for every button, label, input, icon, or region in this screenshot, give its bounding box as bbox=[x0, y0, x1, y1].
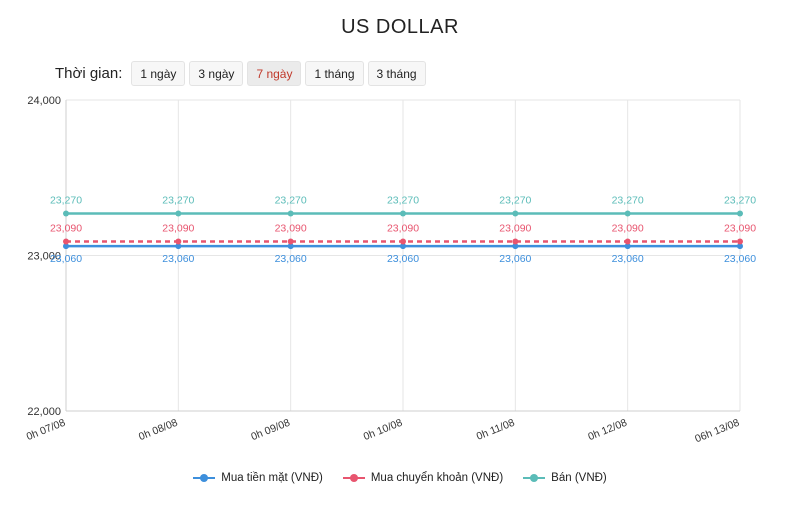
data-point bbox=[512, 210, 519, 217]
data-point bbox=[63, 210, 69, 217]
data-label: 23,090 bbox=[162, 223, 194, 235]
data-label: 23,060 bbox=[387, 253, 419, 265]
data-point bbox=[63, 243, 69, 250]
x-tick-label: 0h 12/08 bbox=[586, 417, 629, 443]
legend-item-cash-buy[interactable]: Mua tiền mặt (VNĐ) bbox=[193, 472, 323, 484]
data-point bbox=[287, 210, 294, 217]
data-point bbox=[624, 243, 631, 250]
data-label: 23,060 bbox=[724, 253, 756, 265]
data-point bbox=[400, 238, 406, 245]
data-point bbox=[624, 238, 631, 245]
data-label: 23,270 bbox=[387, 195, 419, 207]
legend-label-cash-buy: Mua tiền mặt (VNĐ) bbox=[221, 472, 323, 484]
legend-dot-sell bbox=[530, 474, 539, 482]
x-tick-label: 06h 13/08 bbox=[693, 417, 741, 446]
data-label: 23,270 bbox=[499, 195, 531, 207]
range-3-months-button[interactable]: 3 tháng bbox=[367, 61, 426, 86]
data-point bbox=[287, 238, 294, 245]
data-label: 23,270 bbox=[612, 195, 644, 207]
data-label: 23,060 bbox=[499, 253, 531, 265]
data-label: 23,090 bbox=[50, 223, 82, 235]
data-point bbox=[175, 210, 182, 217]
time-range-selector: Thời gian: 1 ngày 3 ngày 7 ngày 1 tháng … bbox=[55, 61, 430, 86]
time-range-label: Thời gian: bbox=[55, 65, 123, 82]
x-tick-label: 0h 10/08 bbox=[362, 417, 405, 443]
y-tick-label: 24,000 bbox=[27, 95, 61, 107]
data-label: 23,060 bbox=[50, 253, 82, 265]
chart-title: US DOLLAR bbox=[341, 16, 459, 38]
x-tick-label: 0h 07/08 bbox=[25, 417, 68, 443]
x-tick-label: 0h 08/08 bbox=[137, 417, 180, 443]
legend-label-transfer-buy: Mua chuyển khoản (VNĐ) bbox=[370, 472, 504, 484]
legend-swatch-cash-buy bbox=[193, 473, 216, 483]
data-label: 23,270 bbox=[50, 195, 82, 207]
data-point bbox=[400, 243, 406, 250]
range-3-days-button[interactable]: 3 ngày bbox=[189, 61, 244, 86]
data-label: 23,060 bbox=[275, 253, 307, 265]
data-point bbox=[624, 210, 631, 217]
range-7-days-button[interactable]: 7 ngày bbox=[247, 61, 302, 86]
data-point bbox=[737, 243, 743, 250]
data-label: 23,270 bbox=[275, 195, 307, 207]
data-point bbox=[512, 243, 519, 250]
legend-swatch-transfer-buy bbox=[342, 473, 365, 483]
chart-legend: Mua tiền mặt (VNĐ) Mua chuyển khoản (VNĐ… bbox=[0, 472, 800, 484]
data-point bbox=[737, 238, 743, 245]
range-1-day-button[interactable]: 1 ngày bbox=[131, 61, 186, 86]
line-chart: 22,000 23,000 24,000 0h 07/08 0h 08/08 0h 09/… bbox=[25, 95, 756, 446]
data-label: 23,090 bbox=[387, 223, 419, 235]
data-label: 23,090 bbox=[612, 223, 644, 235]
data-point bbox=[512, 238, 519, 245]
legend-dot-transfer-buy bbox=[349, 474, 358, 482]
x-tick-label: 0h 09/08 bbox=[249, 417, 292, 443]
data-label: 23,090 bbox=[724, 223, 756, 235]
data-label: 23,270 bbox=[162, 195, 194, 207]
data-label: 23,060 bbox=[162, 253, 194, 265]
x-tick-label: 0h 11/08 bbox=[475, 417, 517, 443]
data-label: 23,090 bbox=[275, 223, 307, 235]
legend-label-sell: Bán (VNĐ) bbox=[551, 472, 607, 484]
range-1-month-button[interactable]: 1 tháng bbox=[305, 61, 364, 86]
y-tick-label: 23,000 bbox=[27, 251, 61, 263]
data-point bbox=[400, 210, 406, 217]
legend-item-transfer-buy[interactable]: Mua chuyển khoản (VNĐ) bbox=[342, 472, 504, 484]
data-point bbox=[737, 210, 743, 217]
data-label: 23,060 bbox=[612, 253, 644, 265]
data-point bbox=[287, 243, 294, 250]
data-label: 23,270 bbox=[724, 195, 756, 207]
legend-swatch-sell bbox=[523, 473, 546, 483]
data-label: 23,090 bbox=[499, 223, 531, 235]
data-point bbox=[175, 238, 182, 245]
legend-dot-cash-buy bbox=[200, 474, 209, 482]
data-point bbox=[63, 238, 69, 245]
data-point bbox=[175, 243, 182, 250]
legend-item-sell[interactable]: Bán (VNĐ) bbox=[523, 472, 607, 484]
y-tick-label: 22,000 bbox=[27, 406, 61, 418]
